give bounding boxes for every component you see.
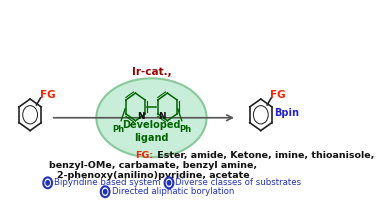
Text: FG:: FG: — [135, 151, 153, 160]
Text: N: N — [158, 112, 166, 121]
Circle shape — [103, 189, 108, 195]
Text: Ph: Ph — [179, 125, 191, 134]
Text: Ph: Ph — [112, 125, 124, 134]
Text: benzyl-OMe, carbamate, benzyl amine,: benzyl-OMe, carbamate, benzyl amine, — [49, 161, 257, 170]
Text: Bpin: Bpin — [274, 108, 299, 118]
Text: 2-phenoxy(anilino)pyridine, acetate: 2-phenoxy(anilino)pyridine, acetate — [57, 171, 249, 180]
Text: Directed aliphatic borylation: Directed aliphatic borylation — [112, 187, 234, 196]
Text: Bipyridine based system: Bipyridine based system — [54, 178, 161, 187]
Text: FG: FG — [40, 90, 55, 100]
Text: N: N — [137, 112, 145, 121]
Text: Developed
ligand: Developed ligand — [122, 120, 181, 143]
Text: Ir-cat.,: Ir-cat., — [131, 67, 171, 77]
Text: Diverse classes of substrates: Diverse classes of substrates — [176, 178, 301, 187]
Text: FG: FG — [271, 90, 286, 100]
Circle shape — [166, 180, 171, 186]
Circle shape — [45, 180, 50, 186]
Ellipse shape — [97, 78, 207, 157]
Text: Ester, amide, Ketone, imine, thioanisole,: Ester, amide, Ketone, imine, thioanisole… — [154, 151, 374, 160]
Circle shape — [43, 177, 52, 188]
Circle shape — [101, 186, 109, 197]
Circle shape — [165, 177, 173, 188]
